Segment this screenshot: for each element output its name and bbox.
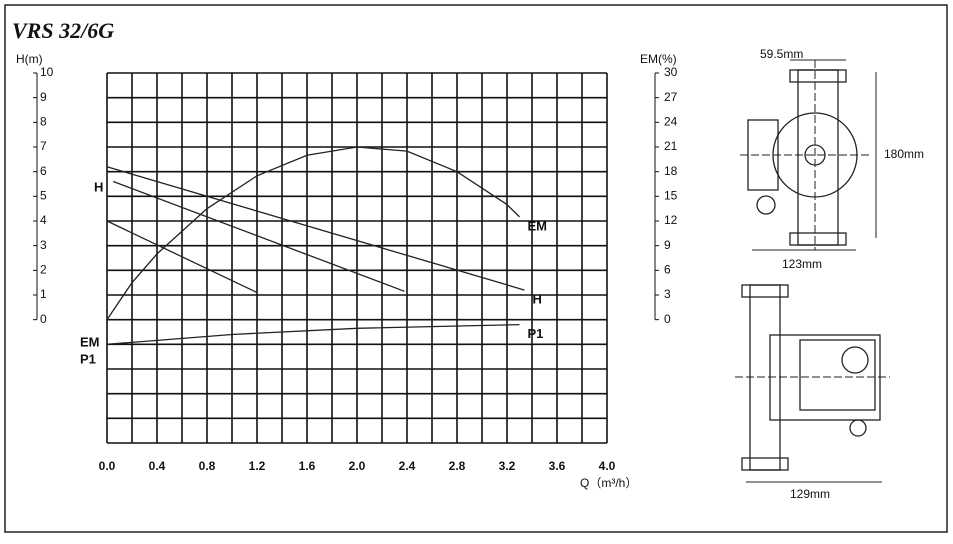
curve xyxy=(106,220,258,294)
y2-tick-label: 27 xyxy=(664,90,678,104)
y-tick-label: 7 xyxy=(40,139,47,153)
x-tick-label: 3.6 xyxy=(549,459,566,473)
chart-title: VRS 32/6G xyxy=(12,18,114,43)
x-tick-label: 0.4 xyxy=(149,459,166,473)
y-tick-label: 6 xyxy=(40,164,47,178)
curve-label: H xyxy=(533,292,542,307)
pump-drawing-side xyxy=(735,284,890,483)
dimension-label: 59.5mm xyxy=(760,47,803,61)
y2-tick-label: 9 xyxy=(664,238,671,252)
y-tick-label: 8 xyxy=(40,115,47,129)
y2-tick-label: 6 xyxy=(664,263,671,277)
curve xyxy=(113,180,405,292)
y2-tick-label: 30 xyxy=(664,65,678,79)
x-tick-label: 3.2 xyxy=(499,459,516,473)
annotation: EM xyxy=(80,334,100,349)
y-axis-label: H(m) xyxy=(16,52,43,66)
y-tick-label: 10 xyxy=(40,65,54,79)
y2-tick-label: 3 xyxy=(664,287,671,301)
x-axis-label: Q（m³/h） xyxy=(580,476,637,490)
y2-tick-label: 24 xyxy=(664,115,678,129)
x-tick-label: 0.8 xyxy=(199,459,216,473)
y-tick-label: 1 xyxy=(40,287,47,301)
annotation: H xyxy=(94,179,103,194)
y-tick-label: 2 xyxy=(40,263,47,277)
dimension-label: 180mm xyxy=(884,147,924,161)
x-tick-label: 2.8 xyxy=(449,459,466,473)
y2-tick-label: 0 xyxy=(664,312,671,326)
y2-tick-label: 15 xyxy=(664,189,678,203)
y2-tick-label: 21 xyxy=(664,139,678,153)
curve-label: P1 xyxy=(528,326,544,341)
y-tick-label: 0 xyxy=(40,312,47,326)
dimension-label: 129mm xyxy=(790,487,830,501)
dimension-label: 123mm xyxy=(782,257,822,271)
curve xyxy=(106,323,520,345)
curve xyxy=(106,146,520,321)
pump-drawing-top xyxy=(740,59,877,251)
y-tick-label: 9 xyxy=(40,90,47,104)
y-tick-label: 4 xyxy=(40,213,47,227)
y2-tick-label: 12 xyxy=(664,213,678,227)
curve xyxy=(106,166,525,291)
y-tick-label: 3 xyxy=(40,238,47,252)
x-tick-label: 1.6 xyxy=(299,459,316,473)
curve-label: EM xyxy=(528,218,548,233)
annotation: P1 xyxy=(80,351,96,366)
y2-tick-label: 18 xyxy=(664,164,678,178)
x-tick-label: 0.0 xyxy=(99,459,116,473)
x-tick-label: 2.4 xyxy=(399,459,416,473)
y2-axis-label: EM(%) xyxy=(640,52,677,66)
frame xyxy=(4,4,948,533)
x-tick-label: 2.0 xyxy=(349,459,366,473)
x-tick-label: 1.2 xyxy=(249,459,266,473)
x-tick-label: 4.0 xyxy=(599,459,616,473)
y-tick-label: 5 xyxy=(40,189,47,203)
